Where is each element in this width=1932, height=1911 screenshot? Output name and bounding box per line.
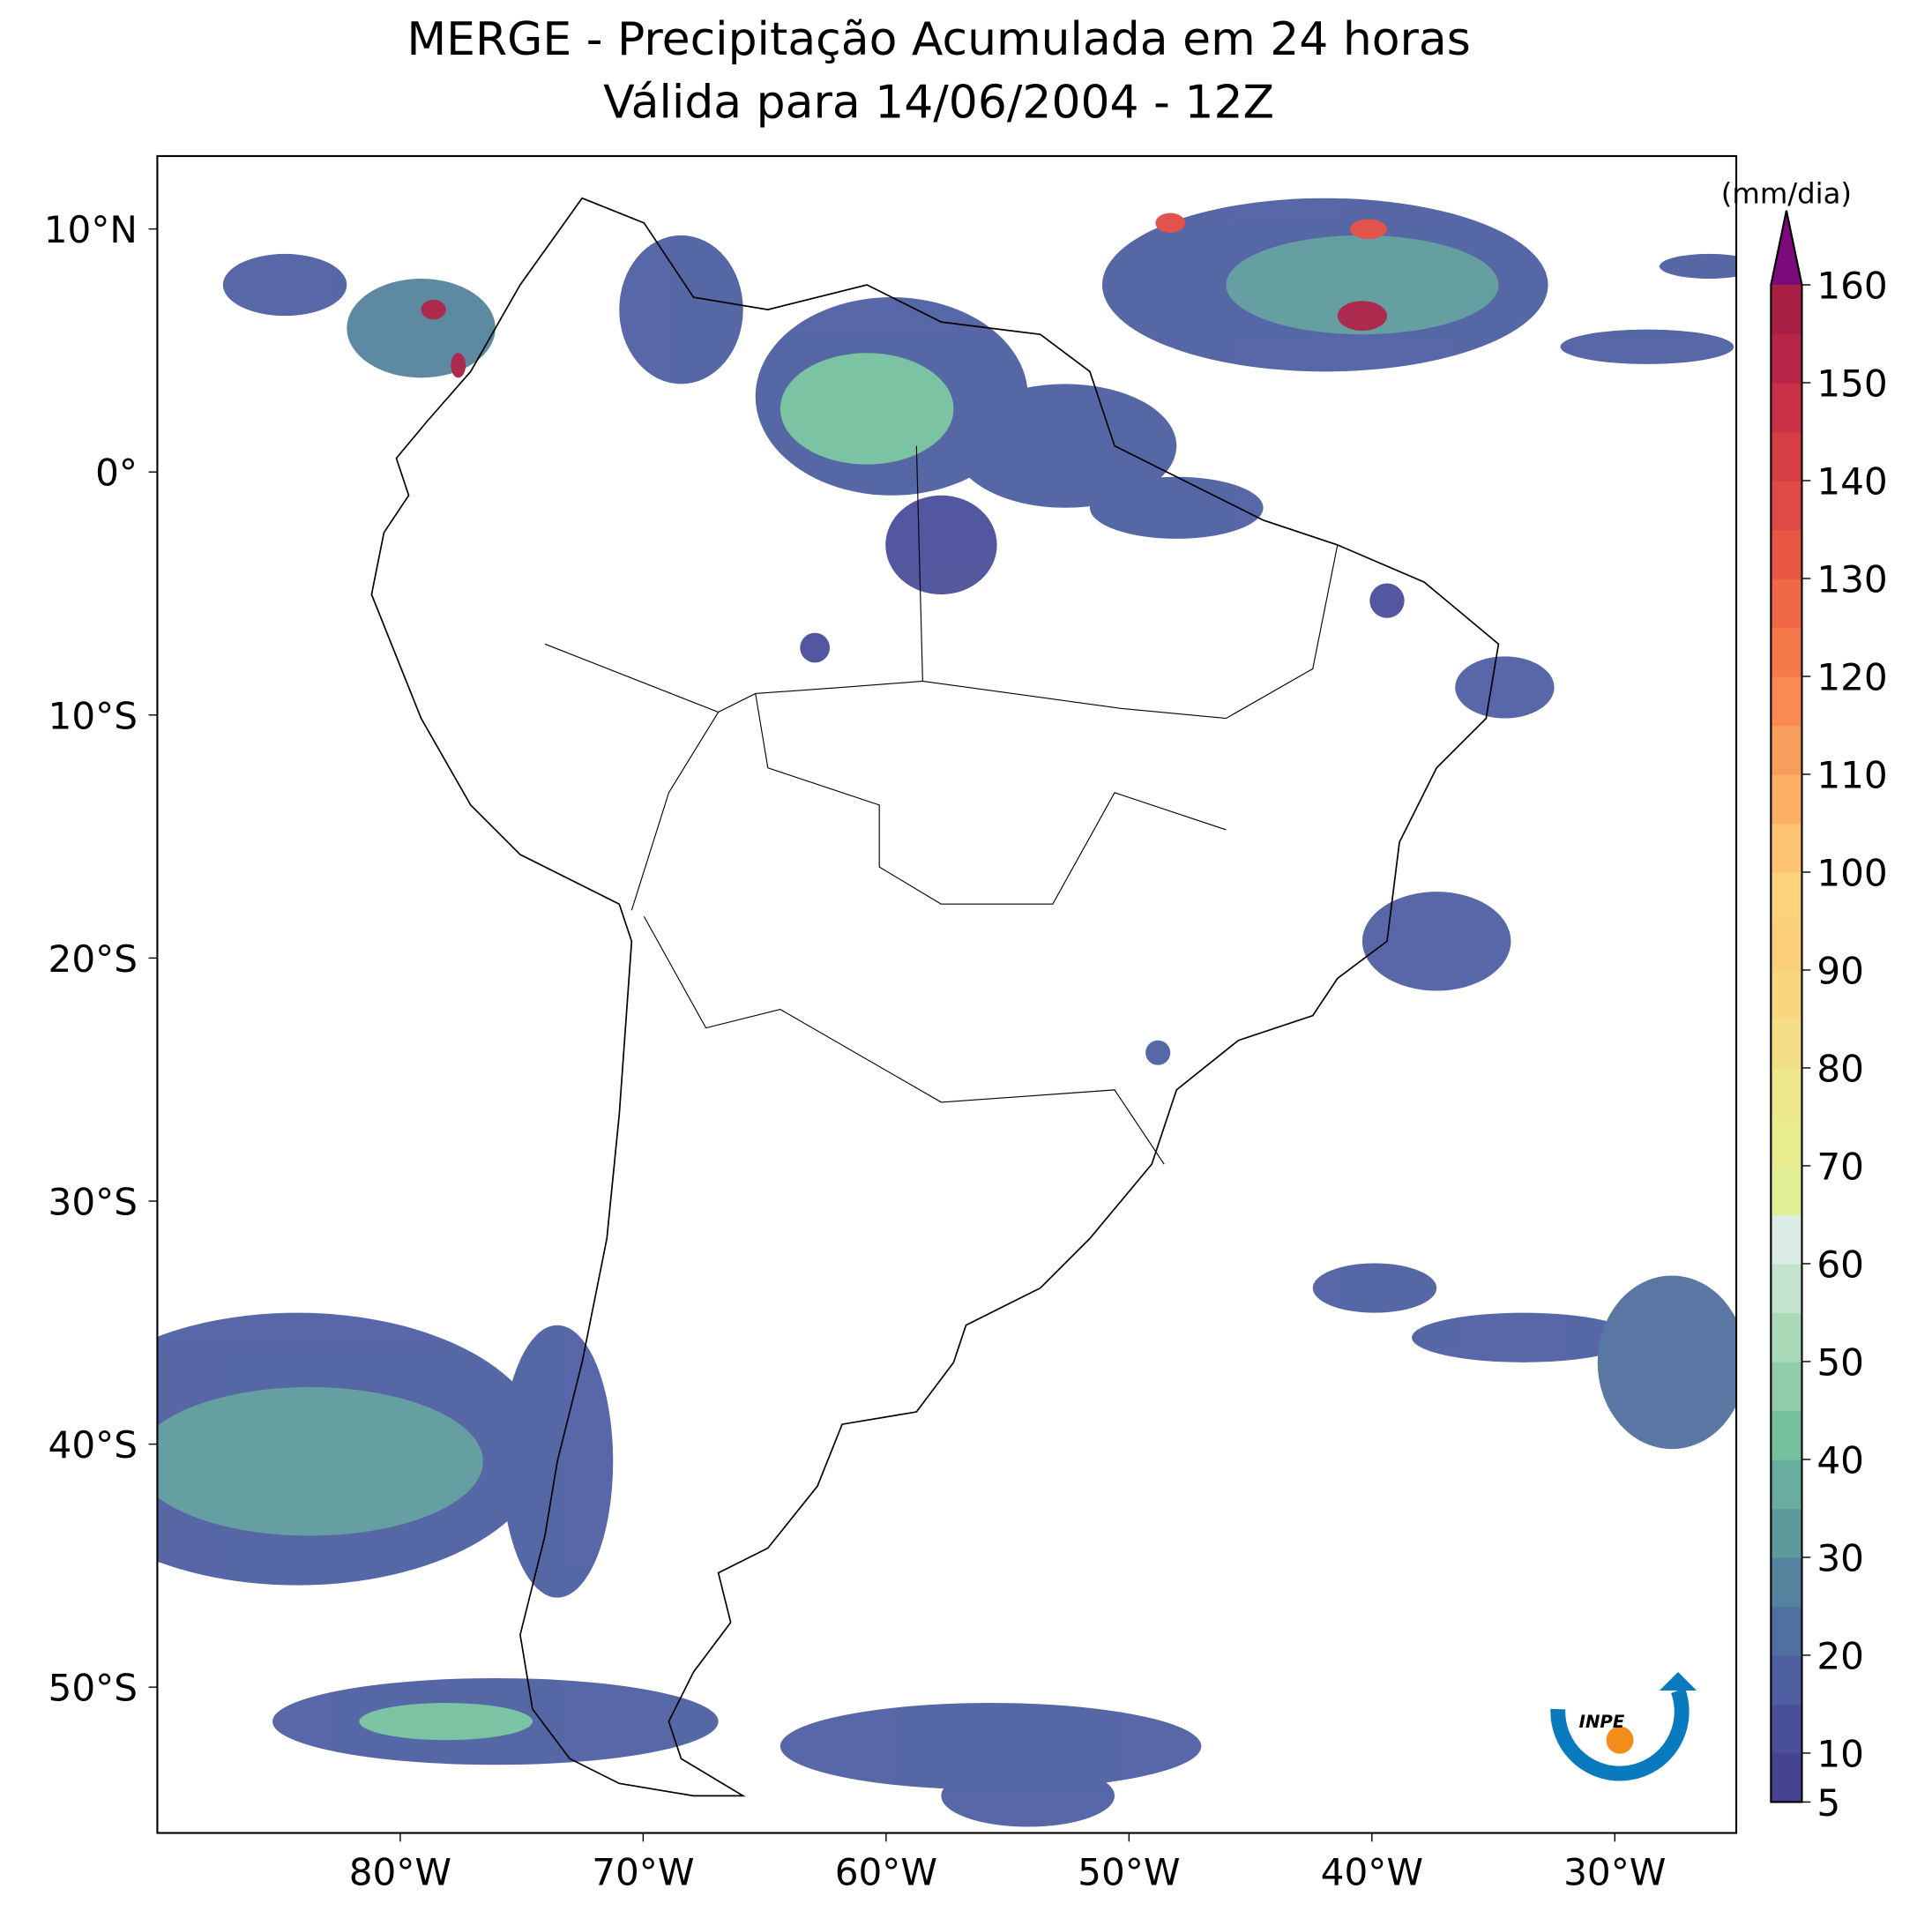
logo: INPE <box>1550 1671 1697 1781</box>
colorbar-tick-label: 90 <box>1816 949 1864 992</box>
colorbar-tick-label: 70 <box>1816 1145 1864 1188</box>
precipitation <box>157 198 1737 1827</box>
y-tick-label: 50°S <box>48 1667 138 1710</box>
colorbar-frame <box>1770 210 1803 1803</box>
y-tick-label: 10°S <box>48 694 138 737</box>
colorbar-tick-label: 20 <box>1816 1634 1864 1677</box>
colorbar-band <box>1771 1165 1802 1216</box>
x-tick-label: 60°W <box>835 1851 937 1894</box>
colorbar-tick-label: 150 <box>1816 362 1887 405</box>
colorbar-tick-label: 60 <box>1816 1243 1864 1286</box>
colorbar-band <box>1771 921 1802 971</box>
colorbar-tick-label: 130 <box>1816 557 1887 601</box>
y-tick-label: 20°S <box>48 937 138 981</box>
x-tick-label: 40°W <box>1321 1851 1423 1894</box>
x-tick-label: 50°W <box>1078 1851 1180 1894</box>
colorbar-band <box>1771 871 1802 922</box>
colorbar-band <box>1771 383 1802 433</box>
colorbar-band <box>1771 1508 1802 1558</box>
logo-text: INPE <box>1579 1712 1625 1732</box>
colorbar-band <box>1771 481 1802 531</box>
colorbar-extend <box>1771 210 1802 286</box>
colorbar-band <box>1771 1752 1802 1803</box>
colorbar-band <box>1771 529 1802 579</box>
coastline <box>370 197 1500 1797</box>
colorbar-band <box>1771 1116 1802 1167</box>
colorbar-band <box>1771 1019 1802 1069</box>
colorbar-band <box>1771 1459 1802 1510</box>
colorbar-band <box>1771 1312 1802 1362</box>
colorbar-band <box>1771 627 1802 677</box>
colorbar-band <box>1771 285 1802 335</box>
y-tick-label: 10°N <box>44 208 138 251</box>
y-tick-label: 40°S <box>48 1423 138 1467</box>
subtitle: Válida para 14/06/2004 - 12Z <box>603 76 1274 129</box>
map-frame <box>156 154 1738 1834</box>
colorbar-tick-label: 10 <box>1816 1732 1864 1775</box>
colorbar-band <box>1771 1606 1802 1656</box>
colorbar-band <box>1771 1361 1802 1412</box>
colorbar-band <box>1771 969 1802 1020</box>
colorbar-band <box>1771 1263 1802 1314</box>
colorbar-tick-label: 50 <box>1816 1340 1864 1384</box>
colorbar-band <box>1771 1067 1802 1118</box>
colorbar-band <box>1771 1704 1802 1754</box>
colorbar-tick-label: 110 <box>1816 753 1887 796</box>
x-tick-label: 30°W <box>1563 1851 1666 1894</box>
colorbar-tick-label: 30 <box>1816 1536 1864 1579</box>
colorbar-band <box>1771 1214 1802 1265</box>
colorbar-band <box>1771 578 1802 629</box>
colorbar-tick-label: 80 <box>1816 1047 1864 1090</box>
borders <box>544 445 1339 1165</box>
x-tick-label: 70°W <box>592 1851 694 1894</box>
colorbar-tick-label: 100 <box>1816 851 1887 894</box>
y-tick-label: 30°S <box>48 1180 138 1223</box>
colorbar-band <box>1771 1410 1802 1460</box>
colorbar-tick-label: 40 <box>1816 1438 1864 1482</box>
colorbar-band <box>1771 1556 1802 1608</box>
colorbar-tick-label: 140 <box>1816 459 1887 503</box>
colorbar-band <box>1771 773 1802 825</box>
title: MERGE - Precipitação Acumulada em 24 hor… <box>407 13 1470 66</box>
colorbar-tick-label: 120 <box>1816 655 1887 698</box>
colorbar-band <box>1771 725 1802 775</box>
colorbar-band <box>1771 431 1802 481</box>
colorbar-band <box>1771 676 1802 727</box>
y-tick-label: 0° <box>95 452 138 495</box>
colorbar-tick-label: 5 <box>1816 1781 1840 1825</box>
colorbar-band <box>1771 333 1802 384</box>
colorbar-band <box>1771 1654 1802 1706</box>
x-tick-label: 80°W <box>349 1851 451 1894</box>
colorbar-band <box>1771 823 1802 873</box>
colorbar-label: (mm/dia) <box>1721 176 1852 210</box>
map-area <box>157 197 1737 1827</box>
colorbar-tick-label: 160 <box>1816 264 1887 307</box>
